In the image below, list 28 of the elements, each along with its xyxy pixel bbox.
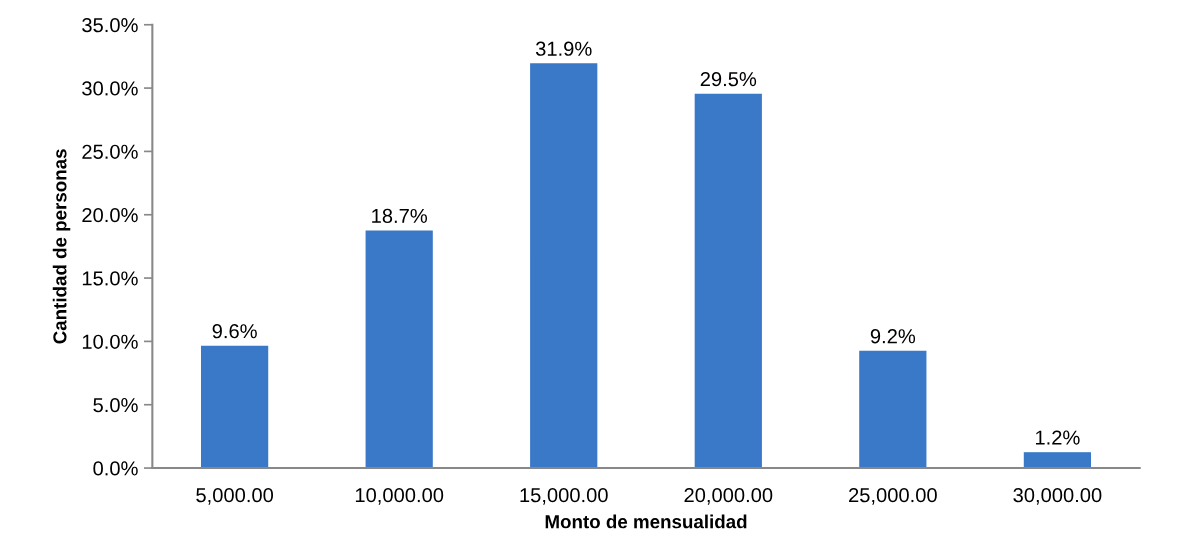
bar <box>530 63 598 469</box>
x-axis-title: Monto de mensualidad <box>545 514 747 529</box>
data-label: 18.7% <box>372 208 428 224</box>
y-tick-label: 35.0% <box>82 17 138 33</box>
y-tick-label: 0.0% <box>93 461 138 476</box>
data-label: 9.2% <box>870 329 916 344</box>
bar <box>365 230 433 469</box>
bar <box>201 345 269 469</box>
x-tick-label: 25,000.00 <box>849 488 937 505</box>
x-tick-label: 5,000.00 <box>196 488 274 505</box>
data-label: 9.6% <box>212 324 257 339</box>
y-axis-title: Cantidad de personas <box>52 149 71 344</box>
data-label: 1.2% <box>1035 430 1080 445</box>
y-tick-label: 10.0% <box>82 334 138 349</box>
y-tick-label: 20.0% <box>82 207 138 223</box>
x-tick-label: 15,000.00 <box>520 488 608 505</box>
y-tick-label: 15.0% <box>82 271 138 286</box>
x-tick-label: 30,000.00 <box>1013 488 1102 505</box>
data-label: 29.5% <box>700 72 757 87</box>
x-tick-label: 20,000.00 <box>684 488 773 505</box>
y-tick-label: 25.0% <box>82 144 138 159</box>
bar <box>859 350 927 469</box>
x-tick-label: 10,000.00 <box>355 488 444 505</box>
bar <box>1023 452 1091 469</box>
y-tick-label: 5.0% <box>93 397 138 413</box>
bar <box>694 93 762 469</box>
y-tick-label: 30.0% <box>82 81 138 96</box>
data-label: 31.9% <box>535 41 592 56</box>
